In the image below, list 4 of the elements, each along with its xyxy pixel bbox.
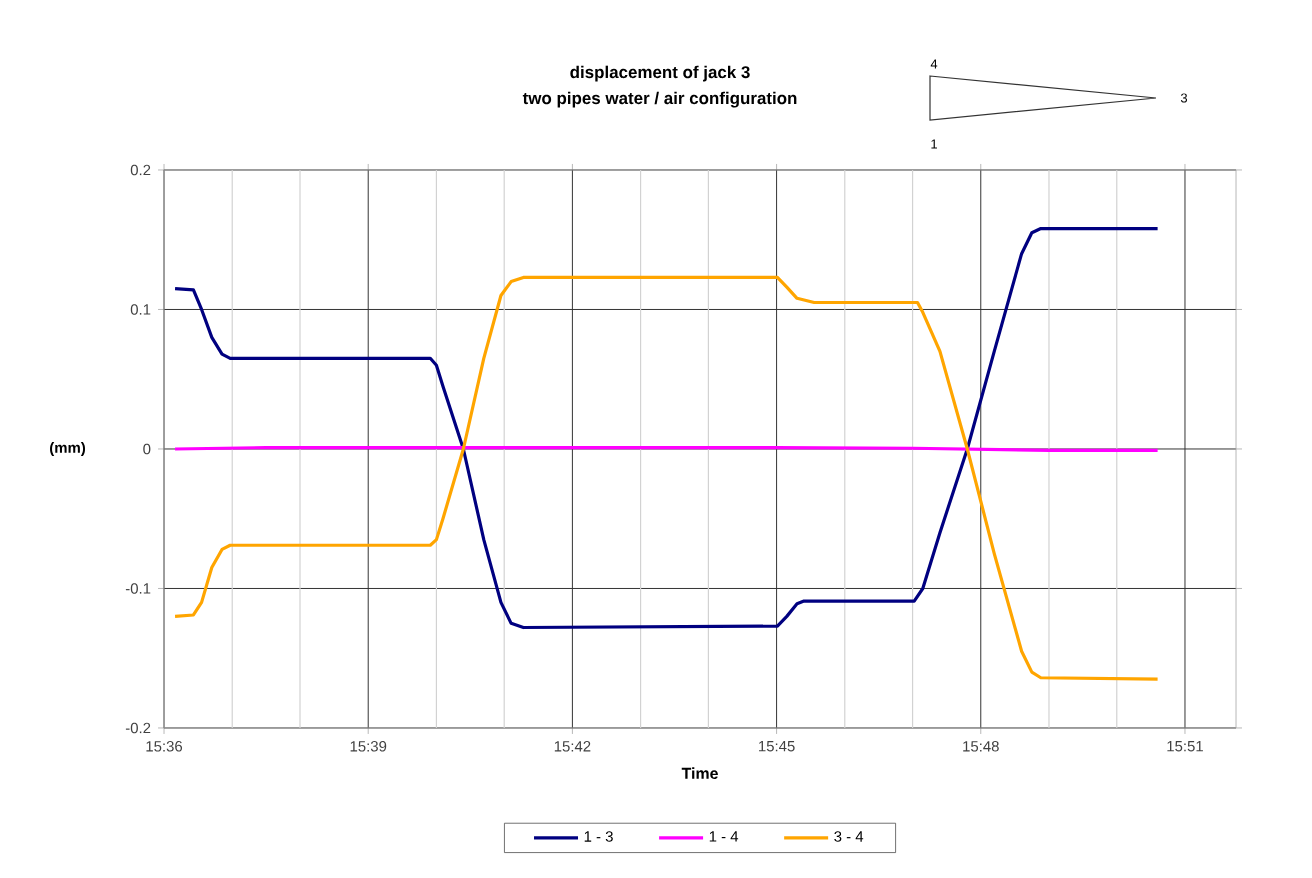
chart-title: displacement of jack 3 xyxy=(570,65,750,82)
chart-subtitle: two pipes water / air configuration xyxy=(522,91,797,108)
line-series xyxy=(173,226,1160,630)
line-series xyxy=(173,275,1160,681)
